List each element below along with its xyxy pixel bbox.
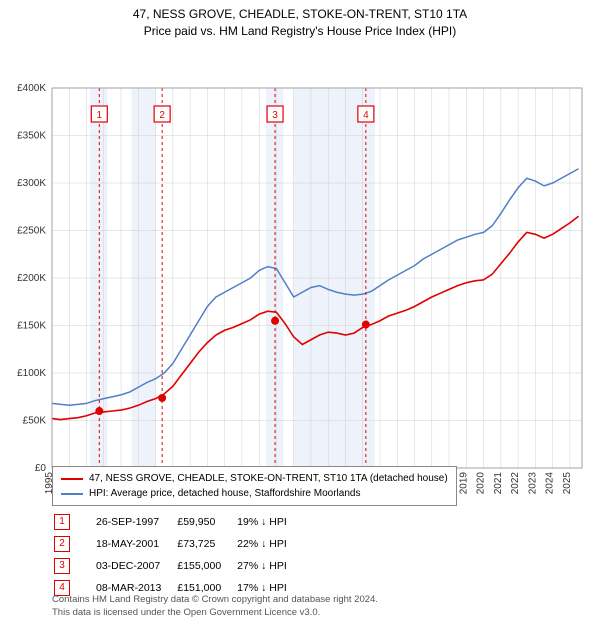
sale-marker: 2 bbox=[54, 536, 70, 552]
sale-delta: 19% ↓ HPI bbox=[237, 512, 301, 532]
sale-date: 26-SEP-1997 bbox=[96, 512, 175, 532]
svg-text:1: 1 bbox=[97, 110, 103, 121]
table-row: 1 26-SEP-1997£59,95019% ↓ HPI bbox=[54, 512, 301, 532]
svg-text:2019: 2019 bbox=[458, 471, 469, 494]
attribution: Contains HM Land Registry data © Crown c… bbox=[52, 594, 378, 620]
svg-text:£200K: £200K bbox=[17, 273, 46, 284]
legend-label: HPI: Average price, detached house, Staf… bbox=[89, 486, 360, 501]
table-row: 2 18-MAY-2001£73,72522% ↓ HPI bbox=[54, 534, 301, 554]
svg-text:2023: 2023 bbox=[527, 471, 538, 494]
svg-text:2024: 2024 bbox=[545, 471, 556, 494]
legend-item: HPI: Average price, detached house, Staf… bbox=[61, 486, 448, 501]
svg-text:2022: 2022 bbox=[510, 471, 521, 494]
svg-text:£100K: £100K bbox=[17, 368, 46, 379]
sale-price: £59,950 bbox=[177, 512, 235, 532]
sale-date: 18-MAY-2001 bbox=[96, 534, 175, 554]
svg-text:4: 4 bbox=[363, 110, 369, 121]
svg-text:£50K: £50K bbox=[23, 415, 47, 426]
legend: 47, NESS GROVE, CHEADLE, STOKE-ON-TRENT,… bbox=[52, 466, 457, 506]
svg-text:2020: 2020 bbox=[476, 471, 487, 494]
sale-price: £155,000 bbox=[177, 556, 235, 576]
chart-title: 47, NESS GROVE, CHEADLE, STOKE-ON-TRENT,… bbox=[0, 0, 600, 40]
svg-text:£150K: £150K bbox=[17, 320, 46, 331]
svg-text:2: 2 bbox=[159, 110, 165, 121]
sale-marker: 1 bbox=[54, 514, 70, 530]
title-line-2: Price paid vs. HM Land Registry's House … bbox=[0, 23, 600, 40]
svg-text:3: 3 bbox=[272, 110, 278, 121]
sale-date: 03-DEC-2007 bbox=[96, 556, 175, 576]
price-chart: £0£50K£100K£150K£200K£250K£300K£350K£400… bbox=[0, 40, 600, 502]
svg-text:2025: 2025 bbox=[562, 471, 573, 494]
sale-delta: 27% ↓ HPI bbox=[237, 556, 301, 576]
sale-delta: 22% ↓ HPI bbox=[237, 534, 301, 554]
svg-text:£250K: £250K bbox=[17, 225, 46, 236]
table-row: 3 03-DEC-2007£155,00027% ↓ HPI bbox=[54, 556, 301, 576]
sales-table: 1 26-SEP-1997£59,95019% ↓ HPI 2 18-MAY-2001… bbox=[52, 510, 303, 600]
svg-text:£300K: £300K bbox=[17, 178, 46, 189]
legend-item: 47, NESS GROVE, CHEADLE, STOKE-ON-TRENT,… bbox=[61, 471, 448, 486]
attribution-line-1: Contains HM Land Registry data © Crown c… bbox=[52, 594, 378, 607]
svg-text:£350K: £350K bbox=[17, 130, 46, 141]
title-line-1: 47, NESS GROVE, CHEADLE, STOKE-ON-TRENT,… bbox=[0, 6, 600, 23]
sale-price: £73,725 bbox=[177, 534, 235, 554]
svg-text:£400K: £400K bbox=[17, 83, 46, 94]
legend-swatch bbox=[61, 478, 83, 480]
sale-marker: 3 bbox=[54, 558, 70, 574]
legend-label: 47, NESS GROVE, CHEADLE, STOKE-ON-TRENT,… bbox=[89, 471, 448, 486]
legend-swatch bbox=[61, 493, 83, 495]
attribution-line-2: This data is licensed under the Open Gov… bbox=[52, 607, 378, 620]
svg-text:2021: 2021 bbox=[493, 471, 504, 494]
